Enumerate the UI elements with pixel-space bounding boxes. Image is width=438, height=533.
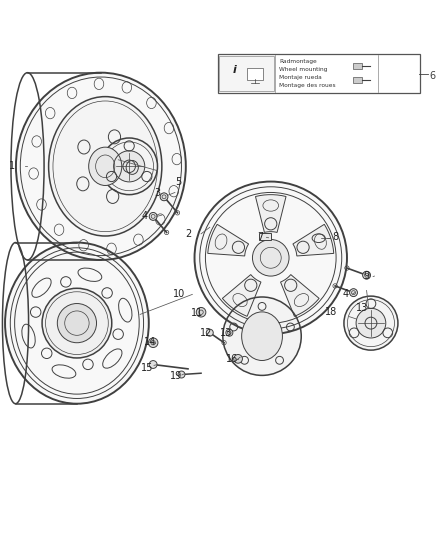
FancyBboxPatch shape xyxy=(353,62,362,69)
Text: 3: 3 xyxy=(155,188,161,198)
Circle shape xyxy=(194,182,347,334)
Circle shape xyxy=(148,338,158,348)
FancyBboxPatch shape xyxy=(218,54,420,93)
Text: Montaje rueda: Montaje rueda xyxy=(279,75,321,80)
Ellipse shape xyxy=(88,147,122,185)
FancyBboxPatch shape xyxy=(259,233,271,240)
FancyBboxPatch shape xyxy=(247,68,263,80)
Polygon shape xyxy=(255,195,286,232)
Text: 13: 13 xyxy=(356,303,368,313)
Text: 4: 4 xyxy=(343,288,349,298)
Circle shape xyxy=(363,271,371,279)
Circle shape xyxy=(149,213,157,220)
Polygon shape xyxy=(281,274,319,317)
Ellipse shape xyxy=(242,312,283,360)
Circle shape xyxy=(252,239,289,276)
Circle shape xyxy=(356,308,386,338)
Circle shape xyxy=(42,288,112,358)
Text: i: i xyxy=(232,65,236,75)
Text: 7: 7 xyxy=(257,232,263,242)
Circle shape xyxy=(223,297,301,375)
Circle shape xyxy=(149,361,157,368)
Circle shape xyxy=(161,193,167,200)
Text: Montage des roues: Montage des roues xyxy=(279,84,336,88)
Circle shape xyxy=(113,151,145,182)
Circle shape xyxy=(178,371,185,378)
Ellipse shape xyxy=(5,243,149,403)
Text: 13: 13 xyxy=(220,328,233,338)
Circle shape xyxy=(206,329,213,336)
FancyBboxPatch shape xyxy=(353,77,362,84)
Text: 6: 6 xyxy=(430,71,436,81)
Ellipse shape xyxy=(49,96,162,236)
Text: 16: 16 xyxy=(226,354,239,364)
Circle shape xyxy=(101,138,158,195)
Text: 1: 1 xyxy=(8,161,14,171)
Polygon shape xyxy=(223,274,261,317)
Text: 19: 19 xyxy=(170,372,182,381)
Text: 9: 9 xyxy=(364,271,370,281)
Circle shape xyxy=(344,296,398,350)
Circle shape xyxy=(57,303,96,343)
Text: 14: 14 xyxy=(144,337,156,348)
Circle shape xyxy=(363,272,370,279)
Text: 4: 4 xyxy=(141,211,148,221)
Circle shape xyxy=(196,308,206,317)
Circle shape xyxy=(350,289,357,296)
Text: 5: 5 xyxy=(175,176,181,187)
Circle shape xyxy=(150,213,157,220)
Text: 18: 18 xyxy=(325,307,337,317)
Text: 10: 10 xyxy=(173,289,185,300)
Circle shape xyxy=(350,289,357,296)
Text: 2: 2 xyxy=(185,229,191,239)
Circle shape xyxy=(226,329,233,336)
Text: 11: 11 xyxy=(191,308,204,318)
Text: 12: 12 xyxy=(200,328,212,338)
Polygon shape xyxy=(208,224,249,256)
Ellipse shape xyxy=(16,72,186,260)
Circle shape xyxy=(160,193,168,201)
Text: Radmontage: Radmontage xyxy=(279,59,317,64)
Text: 15: 15 xyxy=(141,362,154,373)
Polygon shape xyxy=(293,224,334,256)
FancyBboxPatch shape xyxy=(219,56,274,91)
Text: Wheel mounting: Wheel mounting xyxy=(279,67,327,72)
Text: 8: 8 xyxy=(332,232,338,242)
Circle shape xyxy=(234,354,243,363)
